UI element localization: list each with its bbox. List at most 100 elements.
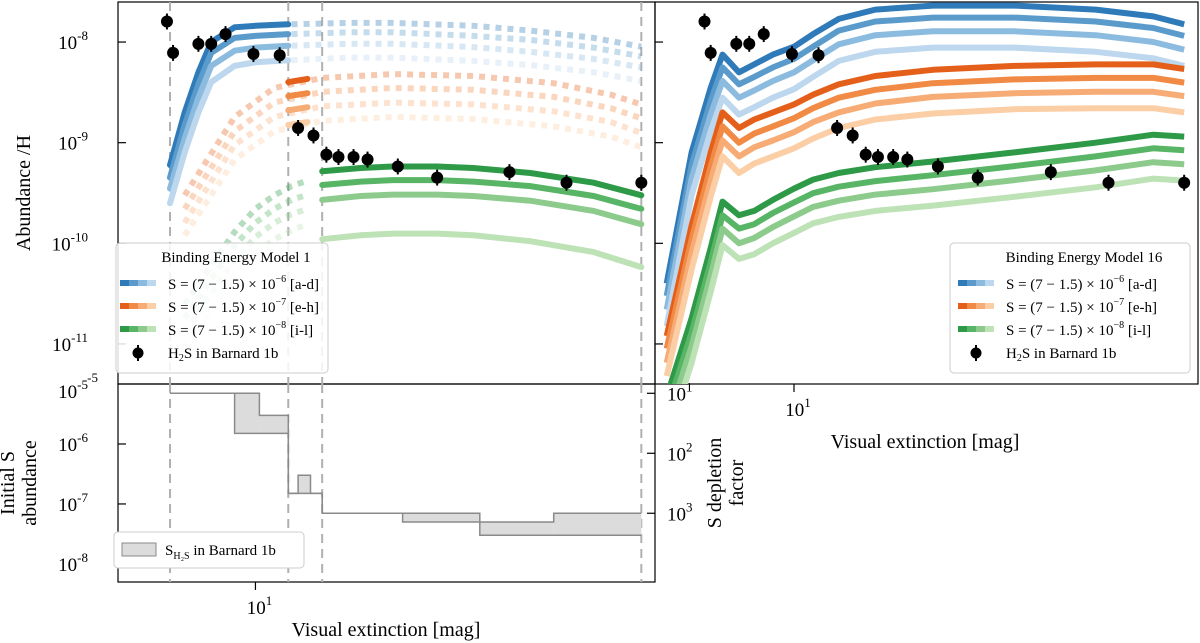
left-curve-g0-s1-c1 xyxy=(291,29,642,60)
bottom-legend-text: SH₂S in Barnard 1b xyxy=(165,543,276,562)
left-legend-rows-swatch-0-2 xyxy=(138,280,147,286)
right-curve-g2-c0 xyxy=(667,131,1185,384)
left-legend-rows-swatch-0-0 xyxy=(120,280,129,286)
right-legend-rows-label-0: S = (7 − 1.5) × 10−6 [a-d] xyxy=(1006,274,1157,293)
bottom-ylabel-line1: Initial S xyxy=(0,451,19,515)
left-legend-box xyxy=(115,242,329,374)
left-obs-point-9 xyxy=(320,148,333,161)
left-ytick-label-3: 10-11 xyxy=(52,330,88,356)
right-obs-point-8 xyxy=(846,129,859,142)
left-obs-point-3 xyxy=(205,37,218,50)
left-curve-g1-s1-c2 xyxy=(182,99,643,225)
left-legend-rows-swatch-1-2 xyxy=(138,303,147,309)
left-obs-point-15 xyxy=(503,166,516,179)
bottom-fill-7 xyxy=(402,513,480,523)
left-legend: Binding Energy Model 1 S = (7 − 1.5) × 1… xyxy=(115,242,329,374)
left-curve-g1-s1-c3 xyxy=(182,113,643,237)
right-curve-g0-c3 xyxy=(663,44,1185,327)
right-obs-point-16 xyxy=(1102,176,1115,189)
bottom-ytick-label-2: 10-8 xyxy=(58,550,88,576)
right-legend-rows-swatch-1-2 xyxy=(976,303,985,309)
right-legend-rows-swatch-1-3 xyxy=(985,303,994,309)
left-curve-g2-s0-c2 xyxy=(319,191,645,228)
left-legend-rows-swatch-2-3 xyxy=(147,326,156,332)
left-obs-point-1 xyxy=(167,46,180,59)
bottom-legend-patch xyxy=(121,542,157,557)
left-curve-g0-s1-c2 xyxy=(291,40,642,71)
right-xtick-label-10: 101 xyxy=(785,395,811,421)
left-legend-rows-swatch-2-1 xyxy=(129,326,138,332)
right-obs-point-12 xyxy=(901,153,914,166)
right-curve-g1-c0 xyxy=(663,61,1185,337)
left-legend-rows-swatch-1-1 xyxy=(129,303,138,309)
left-obs-point-13 xyxy=(391,160,404,173)
right-obs-point-7 xyxy=(831,121,844,134)
left-obs-point-8 xyxy=(307,129,320,142)
right-legend-rows-swatch-2-3 xyxy=(985,326,994,332)
left-obs-point-7 xyxy=(292,121,305,134)
left-curve-g0-s0-c2 xyxy=(167,42,292,192)
right-xlabel: Visual extinction [mag] xyxy=(831,431,1020,453)
bottom-ylabel-right-line2: factor xyxy=(726,459,748,506)
left-obs-point-6 xyxy=(273,49,286,62)
right-obs-point-6 xyxy=(812,49,825,62)
left-ytick-extra: -5 xyxy=(87,370,98,385)
right-legend-rows-swatch-1-1 xyxy=(967,303,976,309)
right-legend-rows-swatch-1-0 xyxy=(958,303,967,309)
right-obs-point-0 xyxy=(698,15,711,28)
right-obs-point-17 xyxy=(1178,176,1191,189)
bottom-xlabel: Visual extinction [mag] xyxy=(292,619,481,641)
left-curve-g0-s1-c0 xyxy=(291,19,642,50)
axes-layer: 10-8 10-9 10-10 10-11 -5 101 101 10-6 10-7 10-8 10… xyxy=(52,28,811,619)
left-legend-rows-label-1: S = (7 − 1.5) × 10−7 [e-h] xyxy=(168,297,319,316)
bottom-ylabel-right-line1: S depletion xyxy=(704,438,726,529)
right-legend-rows-obs-marker xyxy=(970,347,982,359)
left-obs-point-0 xyxy=(160,15,173,28)
right-obs-point-11 xyxy=(887,151,900,164)
right-obs-point-9 xyxy=(859,148,872,161)
left-ylabel: Abundance /H xyxy=(13,135,35,251)
right-obs-point-4 xyxy=(757,28,770,41)
right-legend: Binding Energy Model 16 S = (7 − 1.5) × … xyxy=(949,242,1191,374)
left-ytick-label-1: 10-9 xyxy=(58,129,88,155)
bottom-fill-8 xyxy=(479,522,554,536)
left-legend-rows-swatch-0-1 xyxy=(129,280,138,286)
right-legend-rows-label-2: S = (7 − 1.5) × 10−8 [i-l] xyxy=(1006,320,1151,339)
left-ytick-label-0: 10-8 xyxy=(58,28,88,54)
left-ytick-label-2: 10-10 xyxy=(52,229,88,255)
bottom-legend-box xyxy=(113,531,305,569)
left-legend-rows-label-0: S = (7 − 1.5) × 10−6 [a-d] xyxy=(168,274,319,293)
left-curve-g1-s0-c2 xyxy=(285,104,311,114)
left-legend-rows-swatch-0-3 xyxy=(147,280,156,286)
bottom-ytick-label-top: 10-5 xyxy=(58,377,88,403)
bottom-step-upper xyxy=(170,392,642,523)
right-legend-rows-swatch-2-2 xyxy=(976,326,985,332)
bottom-rtick-label-1: 102 xyxy=(667,439,693,465)
left-obs-point-4 xyxy=(219,28,232,41)
bottom-ytick-label-0: 10-6 xyxy=(58,430,88,456)
right-obs-point-14 xyxy=(971,171,984,184)
right-curve-g2-c3 xyxy=(681,175,1185,384)
right-legend-rows-swatch-2-0 xyxy=(958,326,967,332)
right-panel-frame xyxy=(654,1,1199,385)
right-obs-point-10 xyxy=(871,151,884,164)
right-curve-g2-c1 xyxy=(671,145,1185,384)
left-legend-rows-label-2: S = (7 − 1.5) × 10−8 [i-l] xyxy=(168,320,313,339)
left-legend-rows-label-3: H2S in Barnard 1b xyxy=(168,346,278,364)
bottom-ylabel-line2: abundance xyxy=(19,440,41,526)
bottom-fill-2 xyxy=(259,415,289,434)
right-curve-g0-c1 xyxy=(663,14,1185,297)
bottom-fill-4 xyxy=(298,475,311,494)
left-curve-g0-s1-c3 xyxy=(291,54,642,84)
right-obs-point-3 xyxy=(743,37,756,50)
right-obs-point-13 xyxy=(931,160,944,173)
bottom-step-lower xyxy=(170,392,642,537)
left-curve-g2-s1-c2 xyxy=(182,206,309,335)
bottom-rtick-label-0: 101 xyxy=(667,379,693,405)
bottom-fill-1 xyxy=(234,393,260,434)
left-legend-rows-swatch-1-3 xyxy=(147,303,156,309)
left-obs-point-2 xyxy=(192,37,205,50)
right-legend-rows-label-1: S = (7 − 1.5) × 10−7 [e-h] xyxy=(1006,297,1157,316)
right-legend-rows-swatch-2-1 xyxy=(967,326,976,332)
